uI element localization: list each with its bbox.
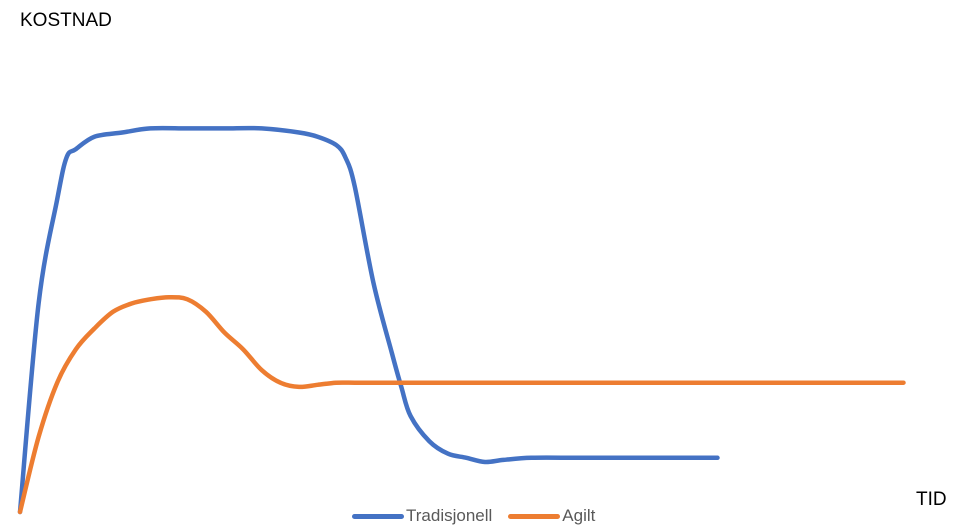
legend-item-tradisjonell: Tradisjonell [352, 506, 492, 526]
y-axis-title: KOSTNAD [20, 10, 112, 31]
x-axis-title: TID [916, 489, 947, 510]
legend-label-agilt: Agilt [562, 506, 596, 525]
series-line-tradisjonell [17, 125, 720, 515]
legend-swatch-agilt [508, 513, 561, 519]
legend: Tradisjonell Agilt [352, 506, 611, 526]
legend-item-agilt: Agilt [508, 506, 595, 526]
series-layer [17, 125, 906, 515]
legend-swatch-tradisjonell [352, 513, 404, 519]
legend-label-tradisjonell: Tradisjonell [406, 506, 493, 525]
series-line-agilt [17, 294, 906, 515]
